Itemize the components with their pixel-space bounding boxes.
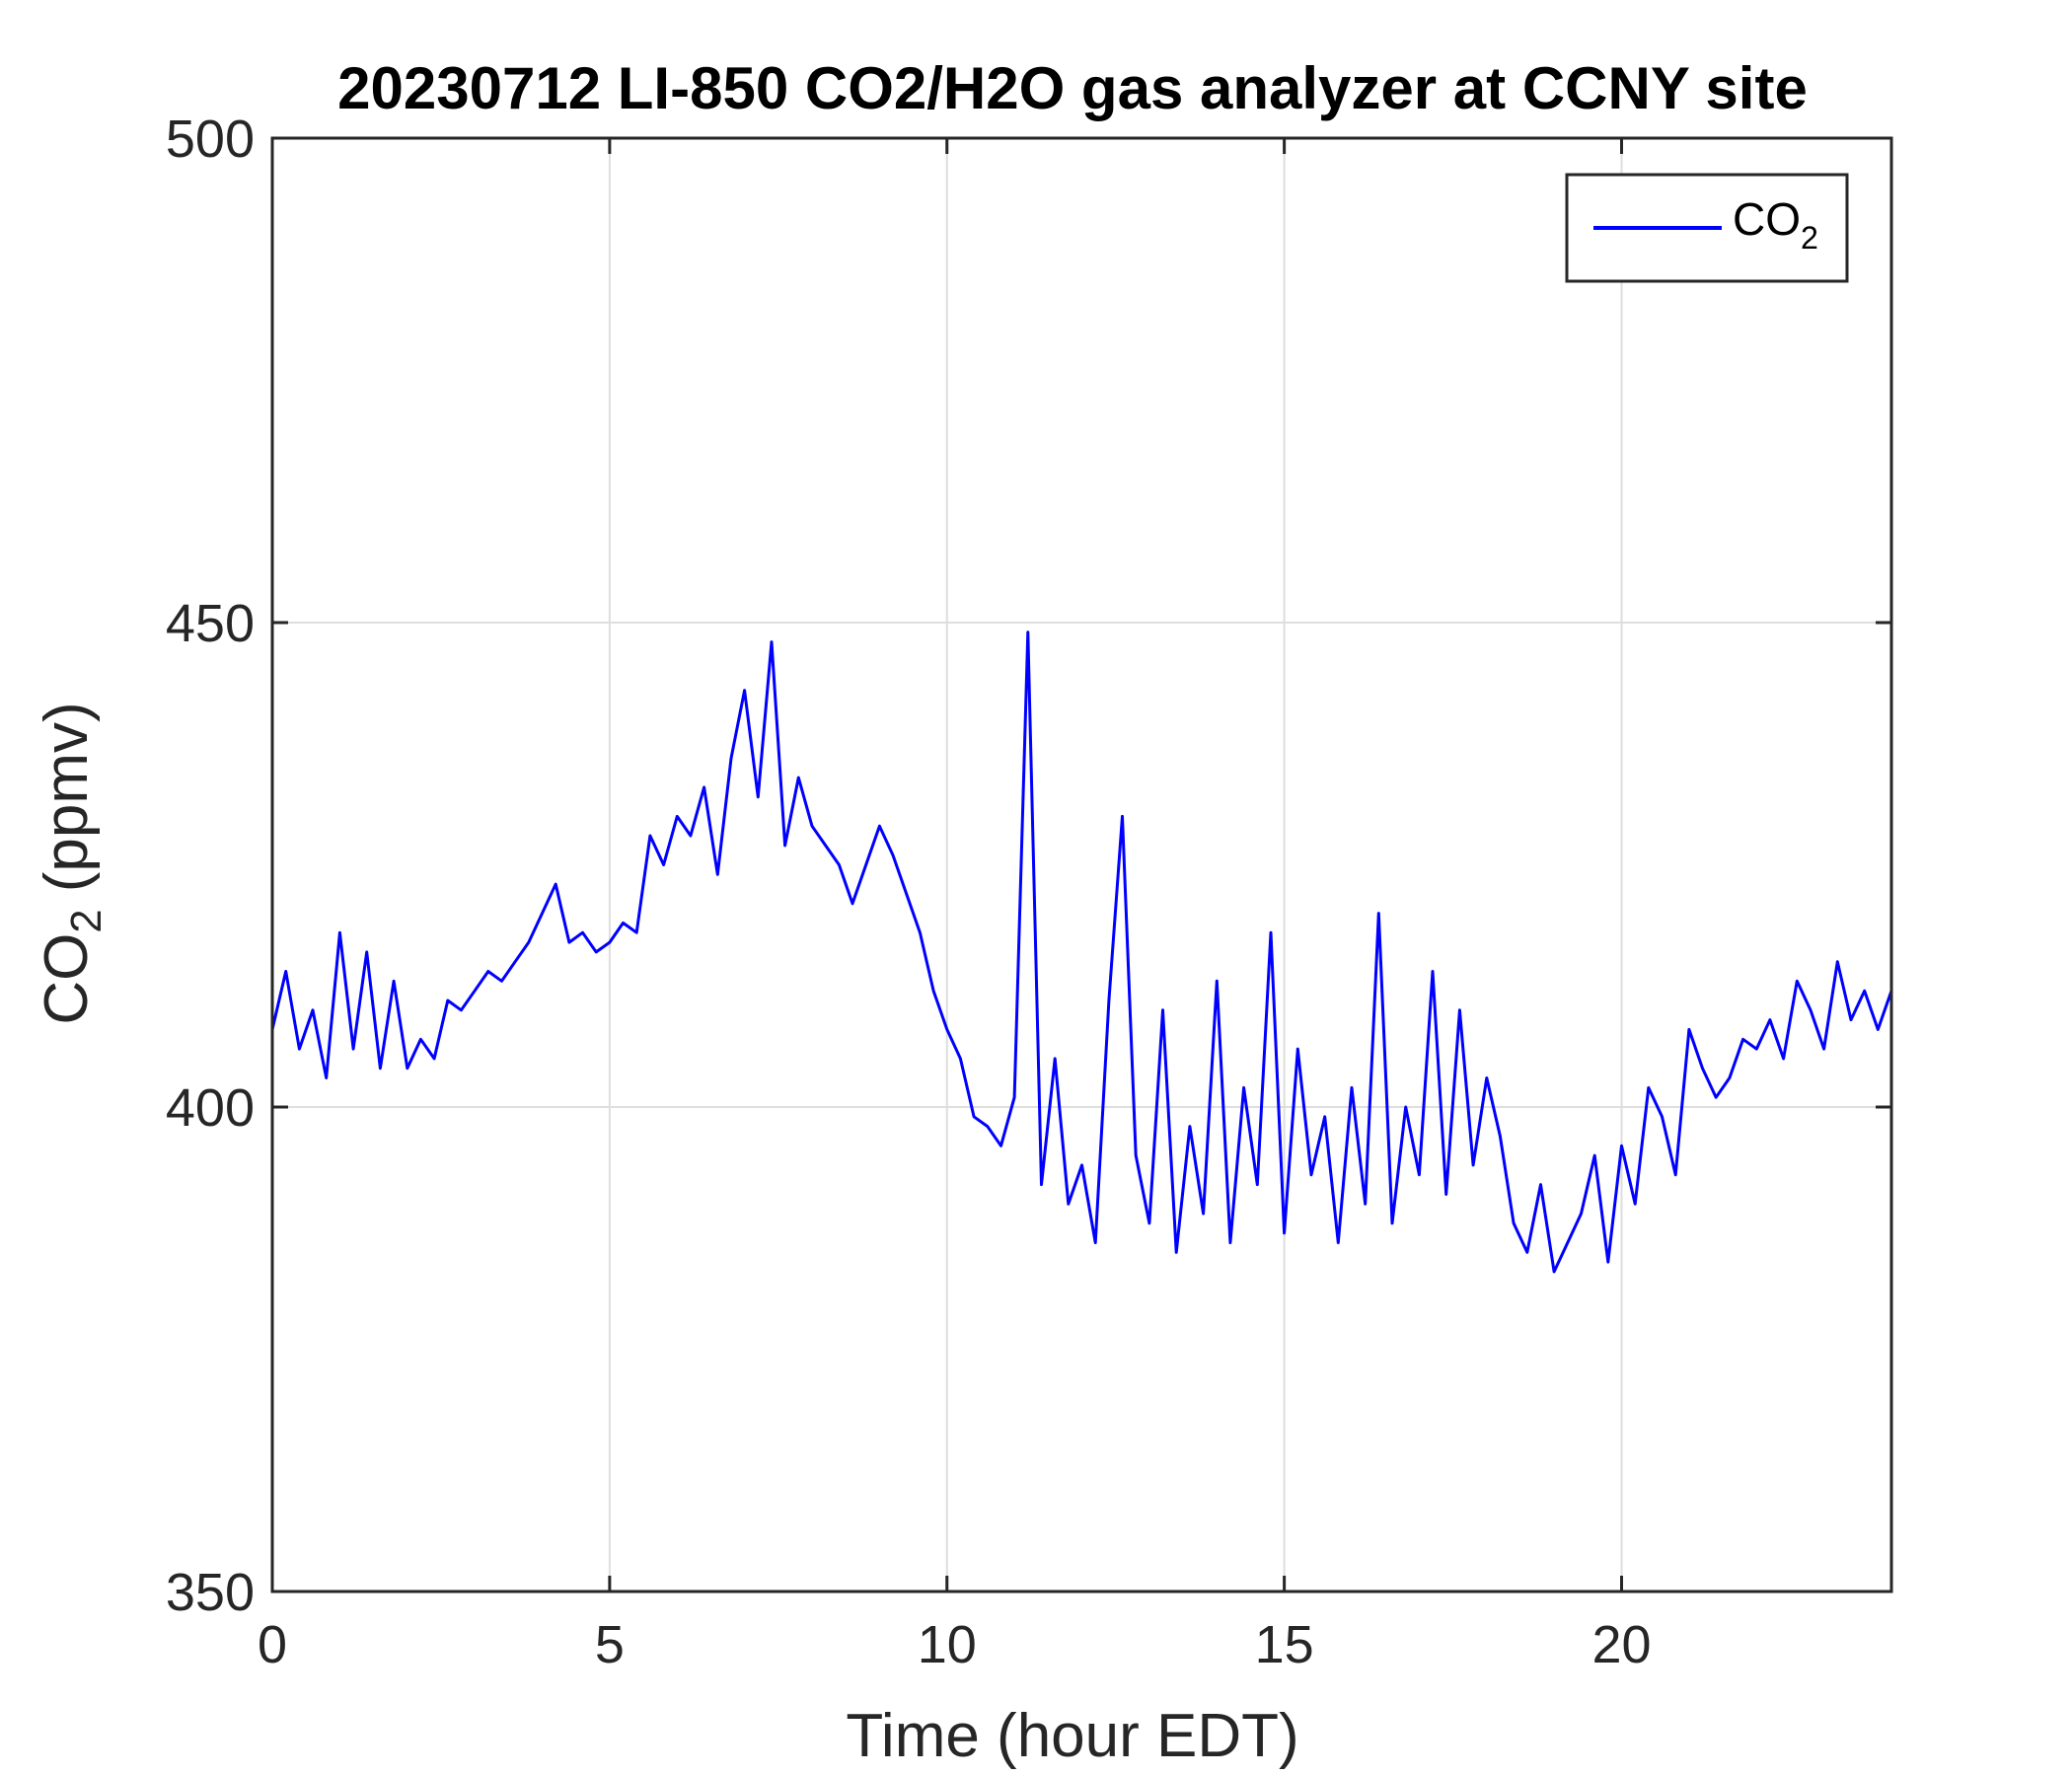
x-axis-label: Time (hour EDT) xyxy=(846,1702,1298,1770)
x-tick-label: 20 xyxy=(1591,1615,1651,1674)
legend: CO2 xyxy=(1565,173,1849,283)
series-layer xyxy=(270,630,1893,1274)
y-axis-label: CO2 (ppmv) xyxy=(33,702,111,1024)
x-tick-label: 15 xyxy=(1255,1615,1314,1674)
y-tick-label: 450 xyxy=(166,594,255,653)
x-tick-label: 10 xyxy=(918,1615,977,1674)
chart-title: 20230712 LI-850 CO2/H2O gas analyzer at … xyxy=(337,55,1808,121)
axes-frame xyxy=(270,136,1893,1593)
series-line-co2 xyxy=(270,630,1893,1274)
legend-label-co2: CO2 xyxy=(1733,193,1818,256)
y-axis-label-base: CO xyxy=(33,933,101,1025)
grid-lines xyxy=(272,138,1891,1591)
x-tick-label: 0 xyxy=(258,1615,287,1674)
y-axis-label-subscript: 2 xyxy=(63,910,111,933)
legend-label-subscript: 2 xyxy=(1801,220,1818,256)
y-axis-label-suffix: (ppmv) xyxy=(33,702,101,909)
x-tick-label: 5 xyxy=(595,1615,625,1674)
y-tick-label: 500 xyxy=(166,110,255,169)
y-tick-label: 350 xyxy=(166,1563,255,1622)
legend-label-base: CO xyxy=(1733,193,1801,245)
axis-ticks: 0 5 10 15 20 350 400 450 500 xyxy=(166,110,1891,1674)
y-tick-label: 400 xyxy=(166,1078,255,1138)
